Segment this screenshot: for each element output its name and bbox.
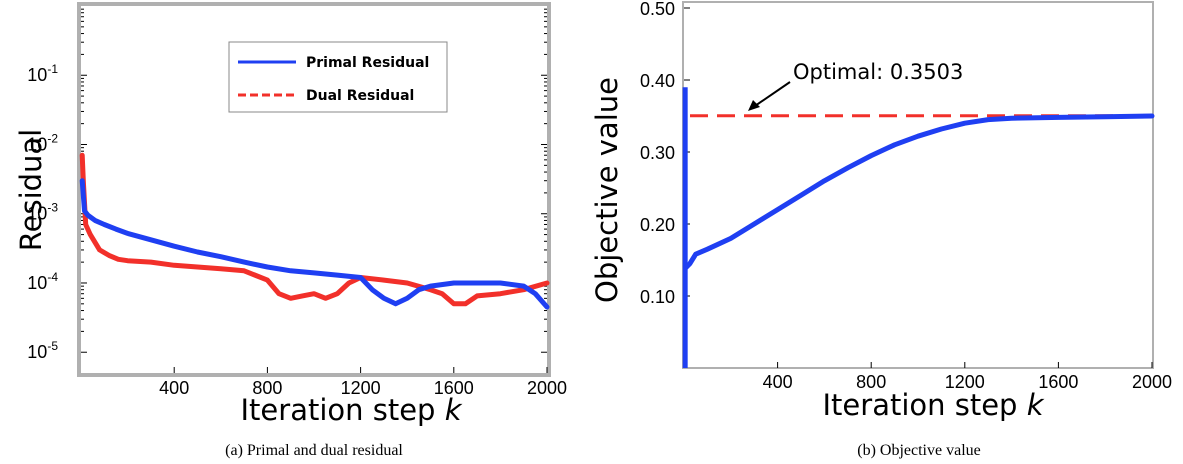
chart-residual: 10-110-210-310-410-5 400 800 1200 1600 2000 … xyxy=(14,2,567,459)
y-tick-label: 10-2 xyxy=(27,131,58,154)
caption-b: (b) Objective value xyxy=(857,442,981,459)
x-tick-label: 1200 xyxy=(341,378,381,398)
series-line-objective xyxy=(683,113,1155,270)
y-tick-label: 0.30 xyxy=(640,143,675,163)
x-tick-label: 1200 xyxy=(945,372,985,392)
y-tick-label: 10-1 xyxy=(27,62,58,85)
x-axis-label: Iteration step k xyxy=(823,388,1045,422)
y-axis-label: Residual xyxy=(14,129,48,251)
x-tick-label: 2000 xyxy=(527,378,567,398)
x-tick-label: 800 xyxy=(856,372,886,392)
annotation-label: Optimal: 0.3503 xyxy=(793,60,963,84)
chart-objective: 0.100.200.300.400.50 400 800 1200 1600 2000 … xyxy=(590,0,1172,459)
legend-label-dual: Dual Residual xyxy=(306,88,414,104)
x-tick-label: 2000 xyxy=(1132,372,1172,392)
x-tick-label: 400 xyxy=(763,372,793,392)
x-tick-label: 400 xyxy=(159,378,189,398)
plot-frame xyxy=(682,1,1154,369)
x-axis-label: Iteration step k xyxy=(241,393,463,427)
series-line-dual xyxy=(79,152,550,307)
y-tick-label: 0.20 xyxy=(640,215,675,235)
x-tick-label: 1600 xyxy=(434,378,474,398)
y-axis-label: Objective value xyxy=(590,77,624,303)
y-tick-label: 10-4 xyxy=(27,270,58,293)
caption-a: (a) Primal and dual residual xyxy=(225,442,403,459)
annotation-arrow xyxy=(751,81,791,109)
x-tick-label: 1600 xyxy=(1038,372,1078,392)
legend-label-primal: Primal Residual xyxy=(306,55,429,71)
series-line-primal xyxy=(79,178,550,310)
x-tick-label: 800 xyxy=(252,378,282,398)
annotation-arrowhead xyxy=(748,100,760,111)
legend: Primal Residual Dual Residual xyxy=(228,41,448,113)
y-tick-label: 10-3 xyxy=(27,201,58,224)
y-tick-label: 10-5 xyxy=(27,339,58,362)
y-tick-label: 0.10 xyxy=(640,287,675,307)
y-tick-label: 0.40 xyxy=(640,71,675,91)
y-tick-label: 0.50 xyxy=(640,0,675,19)
